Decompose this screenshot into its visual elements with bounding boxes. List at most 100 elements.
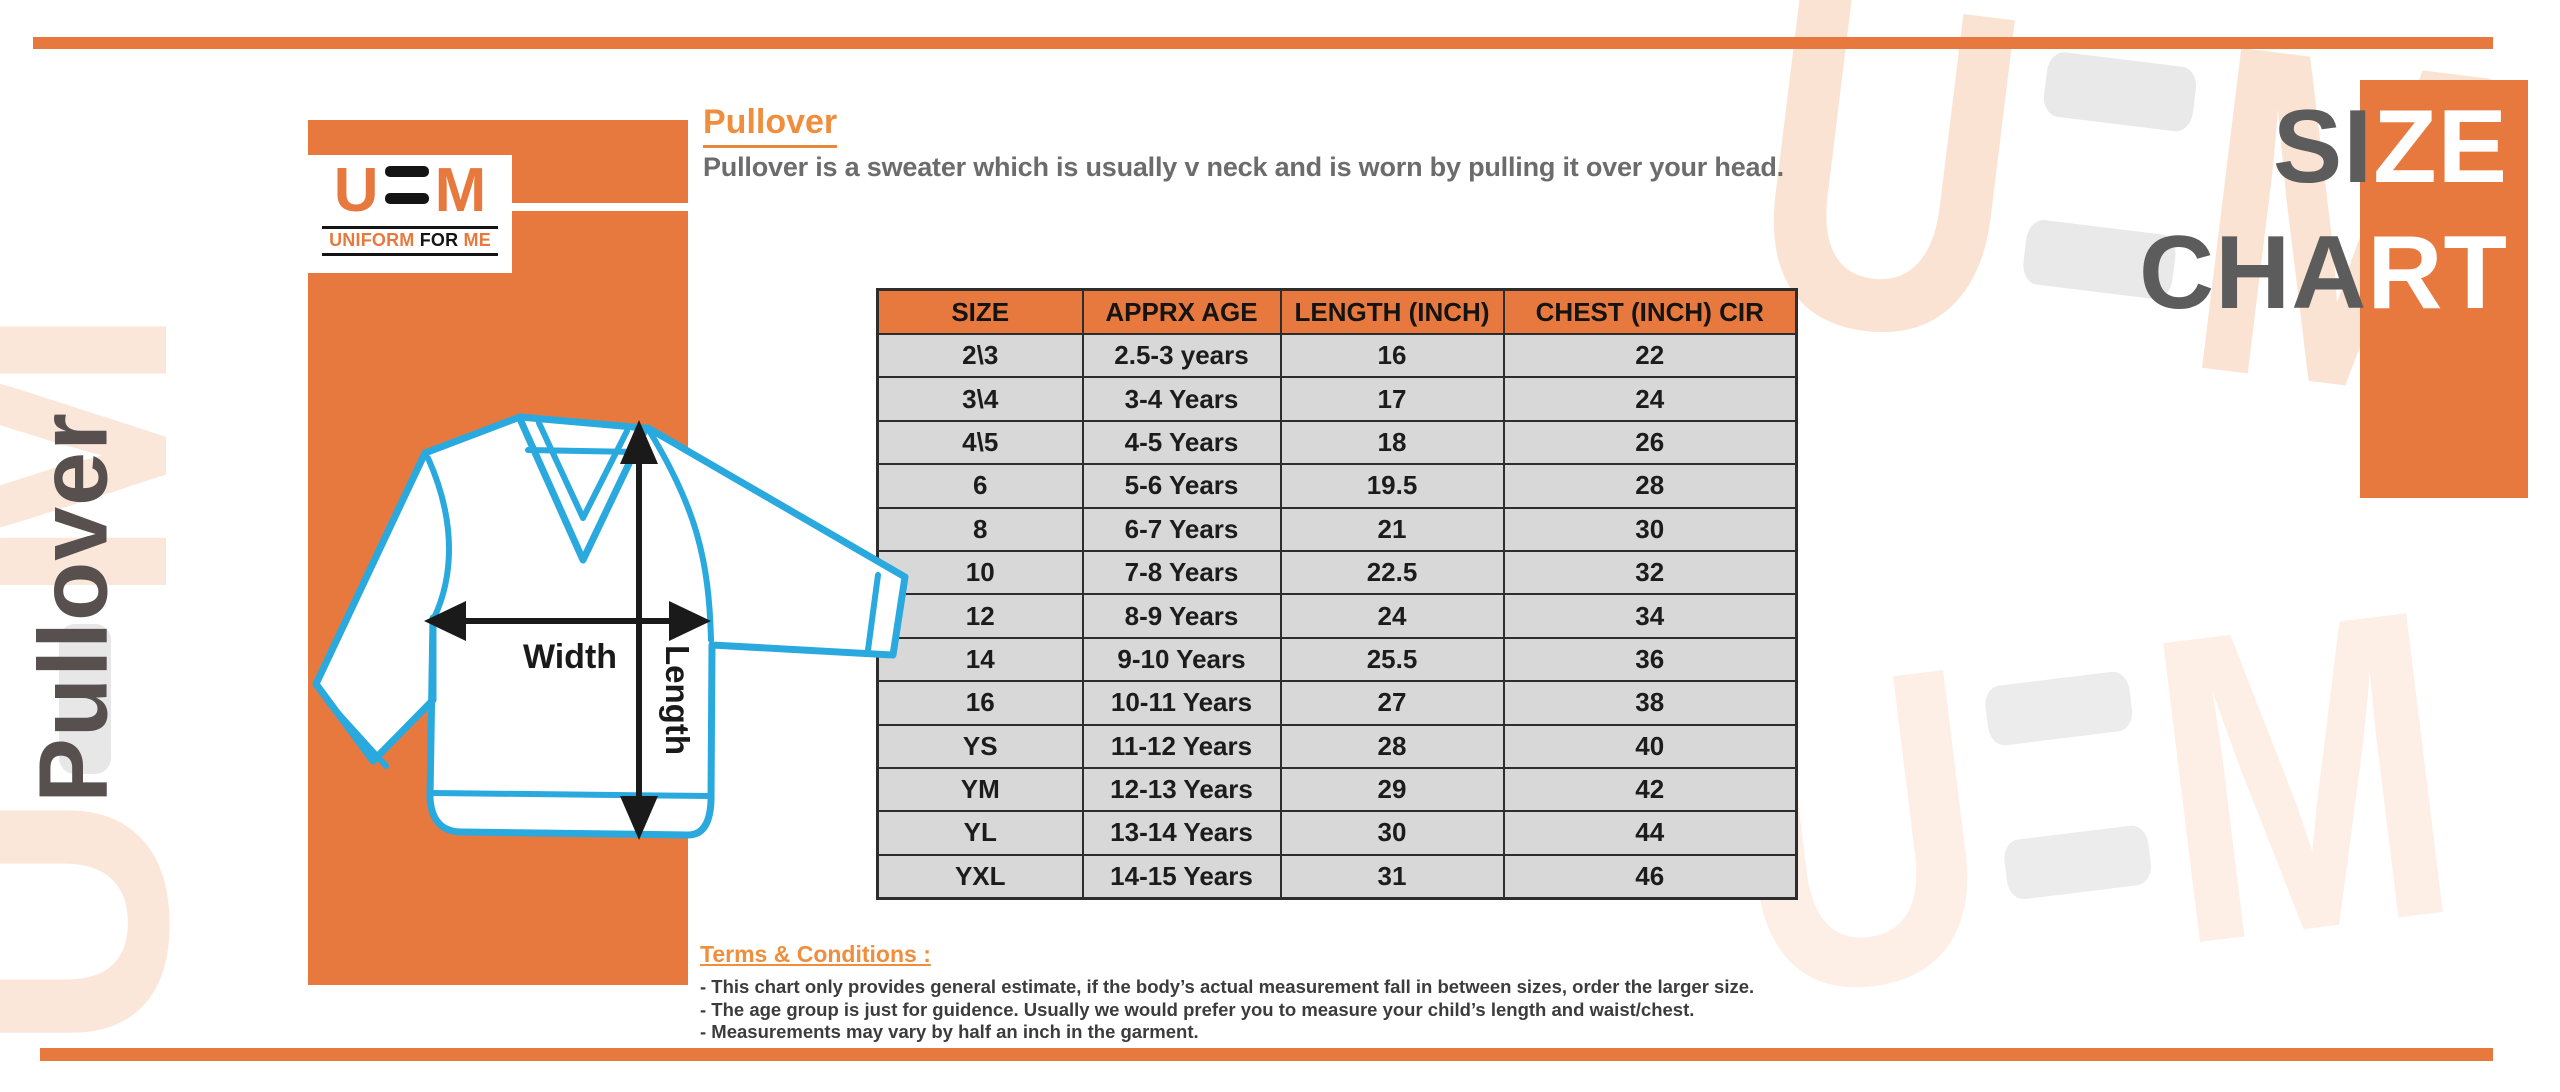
size-table: SIZE APPRX AGE LENGTH (INCH) CHEST (INCH) C…: [876, 288, 1798, 901]
table-cell: 26: [1502, 419, 1798, 466]
logo-divider-bottom: [322, 252, 498, 256]
width-arrow-left-head: [424, 601, 466, 641]
pullover-diagram: Width Length: [312, 413, 909, 840]
logo-letter-m: M: [434, 156, 487, 225]
table-cell: 19.5: [1279, 463, 1505, 509]
table-cell: 16: [1279, 332, 1505, 379]
watermark-letter-m: M: [2128, 517, 2478, 1038]
table-cell: 34: [1502, 593, 1798, 639]
table-cell: 3-4 Years: [1081, 376, 1282, 422]
table-row: YS 11-12 Years 28 40: [876, 723, 1798, 769]
sweater-right-cuff-line: [865, 572, 881, 653]
width-arrow-right-head: [669, 601, 711, 641]
table-row: 2\3 2.5-3 years 16 22: [876, 332, 1798, 379]
terms-item: - This chart only provides general estim…: [700, 976, 1755, 997]
page-description: Pullover is a sweater which is usually v…: [703, 152, 1784, 182]
sweater-vneck-outer: [516, 415, 649, 564]
table-cell: 11-12 Years: [1081, 723, 1282, 769]
bottom-accent-bar: [40, 1048, 2493, 1061]
sweater-left-armhole: [425, 455, 452, 621]
table-cell: 25.5: [1279, 636, 1505, 683]
table-cell: 36: [1502, 636, 1798, 683]
table-header-cell: SIZE: [876, 288, 1084, 335]
table-cell: 16: [876, 680, 1084, 726]
table-cell: 6-7 Years: [1081, 506, 1282, 552]
table-cell: 8: [876, 506, 1084, 552]
table-cell: 28: [1502, 463, 1798, 509]
stylized-f-icon: [1982, 669, 2154, 902]
table-row: 16 10-11 Years 27 38: [876, 680, 1798, 726]
table-cell: 17: [1279, 376, 1505, 422]
table-cell: 27: [1279, 680, 1505, 726]
size-chart-title: SIZE CHART: [2000, 84, 2508, 336]
width-arrow: [450, 618, 690, 624]
table-cell: 46: [1502, 853, 1798, 900]
size-chart-title-line2: CHART: [2139, 215, 2508, 331]
table-cell: 42: [1502, 766, 1798, 813]
table-cell: YM: [876, 766, 1084, 813]
table-cell: 5-6 Years: [1081, 463, 1282, 509]
stylized-f-icon: [384, 166, 429, 204]
size-chart-accent-block: [2360, 80, 2528, 498]
table-cell: 10-11 Years: [1081, 680, 1282, 726]
table-row: YL 13-14 Years 30 44: [876, 810, 1798, 856]
logo-tagline-for: FOR: [419, 230, 459, 250]
table-row: 8 6-7 Years 21 30: [876, 506, 1798, 552]
table-cell: 8-9 Years: [1081, 593, 1282, 639]
brand-logo-box: U M UNIFORM FOR ME: [308, 155, 512, 273]
table-cell: 28: [1279, 723, 1505, 769]
sweater-left-cuff-line: [326, 700, 389, 769]
table-header-row: SIZE APPRX AGE LENGTH (INCH) CHEST (INCH) C…: [876, 288, 1798, 335]
table-cell: 40: [1502, 723, 1798, 769]
table-cell: 4-5 Years: [1081, 419, 1282, 466]
table-cell: 10: [876, 549, 1084, 596]
table-cell: 7-8 Years: [1081, 549, 1282, 596]
page-title: Pullover: [703, 103, 838, 148]
table-cell: 9-10 Years: [1081, 636, 1282, 683]
table-row: YM 12-13 Years 29 42: [876, 766, 1798, 813]
table-cell: 14-15 Years: [1081, 853, 1282, 900]
table-cell: 30: [1279, 810, 1505, 856]
logo-tagline: UNIFORM FOR ME: [308, 230, 512, 251]
table-cell: 32: [1502, 549, 1798, 596]
table-cell: YS: [876, 723, 1084, 769]
table-cell: 12-13 Years: [1081, 766, 1282, 813]
terms-list: - This chart only provides general estim…: [700, 976, 1754, 1044]
table-cell: 4\5: [876, 419, 1084, 466]
table-row: YXL 14-15 Years 31 46: [876, 853, 1798, 900]
table-cell: 14: [876, 636, 1084, 683]
ufm-watermark-bottom-right: U M: [1702, 517, 2560, 1092]
logo-tagline-uniform: UNIFORM: [329, 230, 415, 250]
sweater-outline: [312, 413, 909, 839]
table-cell: 31: [1279, 853, 1505, 900]
table-cell: 2.5-3 years: [1081, 332, 1282, 379]
table-row: 4\5 4-5 Years 18 26: [876, 419, 1798, 466]
table-row: 3\4 3-4 Years 17 24: [876, 376, 1798, 422]
table-cell: YXL: [876, 853, 1084, 900]
sweater-hem-line: [430, 790, 713, 799]
length-arrow-bottom-head: [620, 796, 658, 840]
logo-letter-u: U: [333, 156, 379, 225]
logo-divider-top: [322, 226, 498, 229]
table-cell: 12: [876, 593, 1084, 639]
size-chart-title-line1: SIZE: [2272, 89, 2508, 205]
table-cell: 18: [1279, 419, 1505, 466]
table-cell: 24: [1502, 376, 1798, 422]
top-accent-bar: [33, 37, 2493, 49]
terms-item: - Measurements may vary by half an inch …: [700, 1021, 1199, 1042]
table-cell: 2\3: [876, 332, 1084, 379]
table-cell: 22: [1502, 332, 1798, 379]
brand-logo: U M: [308, 156, 512, 225]
table-cell: 3\4: [876, 376, 1084, 422]
table-cell: 24: [1279, 593, 1505, 639]
table-header-cell: LENGTH (INCH): [1279, 288, 1505, 335]
table-row: 14 9-10 Years 25.5 36: [876, 636, 1798, 683]
table-row: 6 5-6 Years 19.5 28: [876, 463, 1798, 509]
table-cell: 29: [1279, 766, 1505, 813]
table-cell: YL: [876, 810, 1084, 856]
table-cell: 44: [1502, 810, 1798, 856]
terms-item: - The age group is just for guidence. Us…: [700, 998, 1695, 1020]
length-label: Length: [659, 645, 696, 755]
logo-tagline-me: ME: [463, 230, 491, 250]
